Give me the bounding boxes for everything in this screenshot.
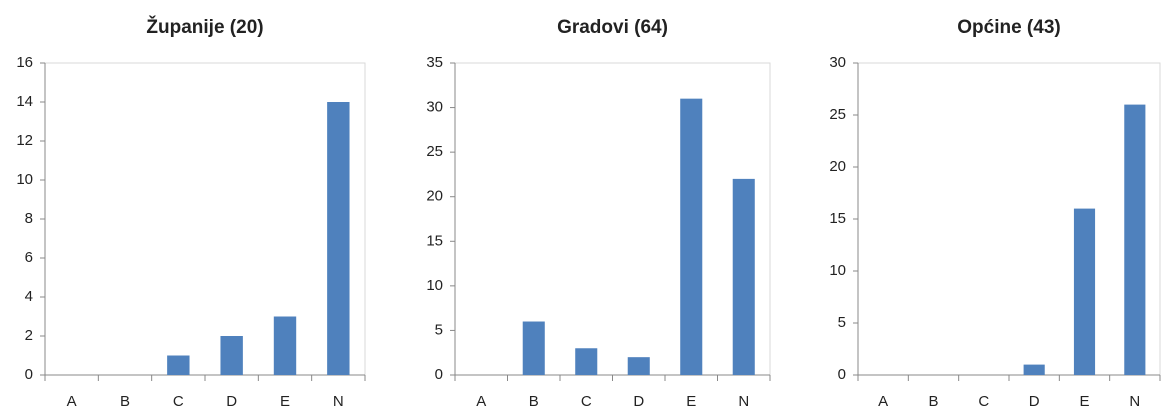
- x-tick-label: B: [928, 393, 938, 410]
- y-tick-label: 30: [426, 99, 443, 116]
- y-tick-label: 10: [426, 277, 443, 294]
- x-tick-label: D: [1029, 393, 1040, 410]
- x-tick-label: E: [1079, 393, 1089, 410]
- bar: [1073, 208, 1096, 375]
- x-tick-label: B: [529, 393, 539, 410]
- chart-title: Gradovi (64): [557, 17, 668, 38]
- x-tick-label: E: [686, 393, 696, 410]
- x-tick-label: C: [581, 393, 592, 410]
- y-tick-label: 25: [829, 106, 846, 123]
- y-tick-label: 6: [25, 249, 33, 266]
- y-tick-label: 10: [16, 171, 33, 188]
- y-tick-label: 30: [829, 54, 846, 71]
- x-tick-label: C: [173, 393, 184, 410]
- plot-area: [857, 62, 1161, 376]
- y-tick-label: 20: [829, 158, 846, 175]
- y-tick-label: 5: [435, 321, 443, 338]
- bar: [522, 321, 545, 375]
- y-tick-label: 14: [16, 93, 33, 110]
- y-tick-label: 0: [25, 366, 33, 383]
- bar: [327, 102, 350, 375]
- bar: [1124, 104, 1146, 375]
- x-tick-label: N: [738, 393, 749, 410]
- x-tick-label: D: [633, 393, 644, 410]
- y-tick-label: 15: [426, 232, 443, 249]
- x-tick-label: A: [476, 393, 486, 410]
- plot-area: [44, 62, 366, 376]
- y-tick-label: 15: [829, 210, 846, 227]
- x-tick-label: B: [120, 393, 130, 410]
- x-tick-label: A: [67, 393, 77, 410]
- y-tick-label: 10: [829, 262, 846, 279]
- bar: [575, 348, 598, 375]
- bar: [732, 178, 755, 375]
- chart-title: Županije (20): [146, 16, 263, 38]
- y-tick-label: 25: [426, 143, 443, 160]
- bar: [1023, 364, 1045, 375]
- bar: [627, 357, 650, 375]
- x-tick-label: C: [978, 393, 989, 410]
- x-tick-label: E: [280, 393, 290, 410]
- y-tick-label: 0: [435, 366, 443, 383]
- y-tick-label: 12: [16, 132, 33, 149]
- bar: [680, 98, 703, 376]
- chart-title: Općine (43): [957, 17, 1060, 38]
- bar: [220, 336, 243, 375]
- x-tick-label: A: [878, 393, 888, 410]
- bar: [167, 355, 190, 375]
- plot-area: [454, 62, 771, 376]
- y-tick-label: 0: [838, 366, 846, 383]
- bar: [273, 316, 297, 375]
- y-tick-label: 16: [16, 54, 33, 71]
- y-tick-label: 20: [426, 188, 443, 205]
- x-tick-label: N: [333, 393, 344, 410]
- y-tick-label: 8: [25, 210, 33, 227]
- x-tick-label: D: [226, 393, 237, 410]
- x-tick-label: N: [1129, 393, 1140, 410]
- y-tick-label: 2: [25, 327, 33, 344]
- y-tick-label: 4: [25, 288, 33, 305]
- y-tick-label: 5: [838, 314, 846, 331]
- y-tick-label: 35: [426, 54, 443, 71]
